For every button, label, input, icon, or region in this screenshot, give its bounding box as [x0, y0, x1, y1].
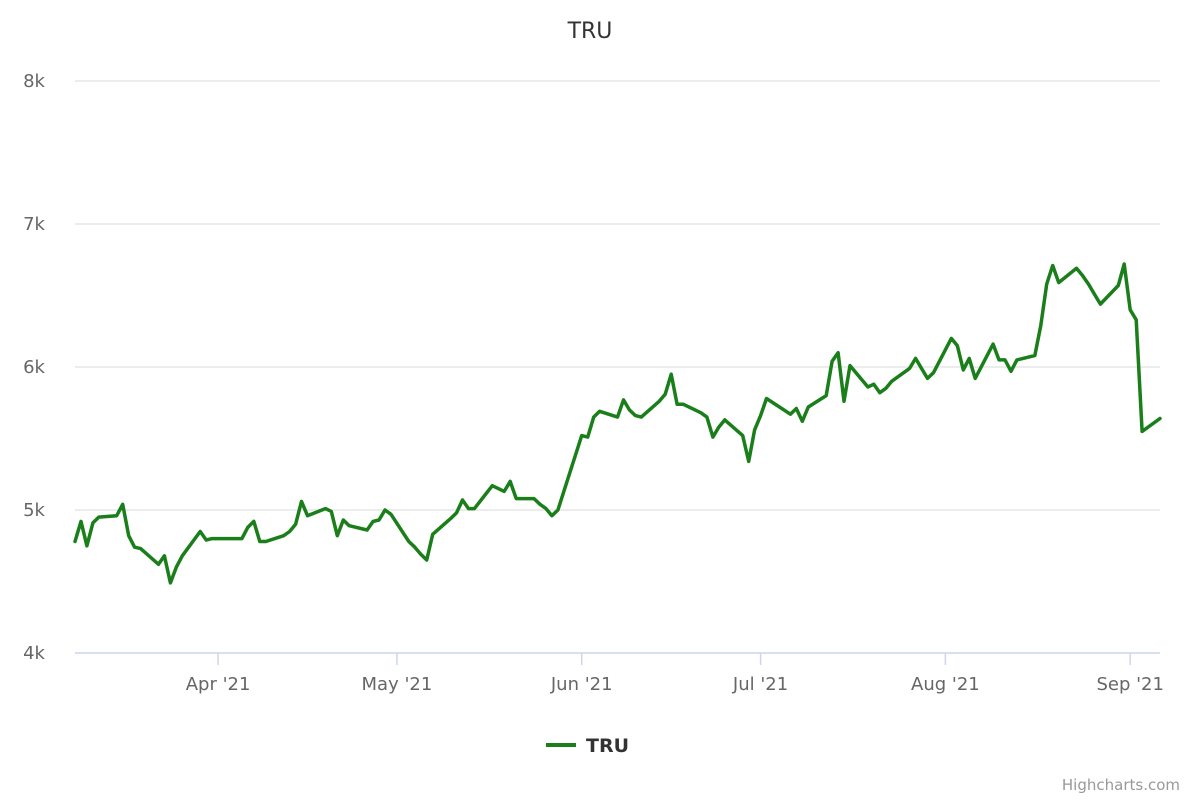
chart-title: TRU [567, 19, 613, 44]
y-tick-label: 7k [23, 214, 45, 235]
y-axis-labels: 4k 5k 6k 7k 8k [23, 71, 45, 664]
y-tick-label: 5k [23, 500, 45, 521]
series-area [73, 262, 1162, 585]
series-line-tru[interactable] [73, 262, 1162, 585]
x-tick-label: Sep '21 [1096, 674, 1164, 695]
credits-link[interactable]: Highcharts.com [1062, 776, 1180, 794]
x-tick-label: Aug '21 [911, 674, 980, 695]
y-tick-label: 6k [23, 357, 45, 378]
x-tick-label: Jun '21 [550, 674, 613, 695]
legend-label-tru[interactable]: TRU [586, 735, 629, 757]
y-gridlines [75, 80, 1160, 511]
x-axis: Apr '21 May '21 Jun '21 Jul '21 Aug '21 Sep '… [186, 653, 1164, 695]
legend[interactable]: TRU [546, 735, 629, 757]
x-tick-label: Jul '21 [732, 674, 788, 695]
y-tick-label: 8k [23, 71, 45, 92]
x-tick-label: Apr '21 [186, 674, 251, 695]
y-tick-label: 4k [23, 643, 45, 664]
x-tick-label: May '21 [362, 674, 433, 695]
